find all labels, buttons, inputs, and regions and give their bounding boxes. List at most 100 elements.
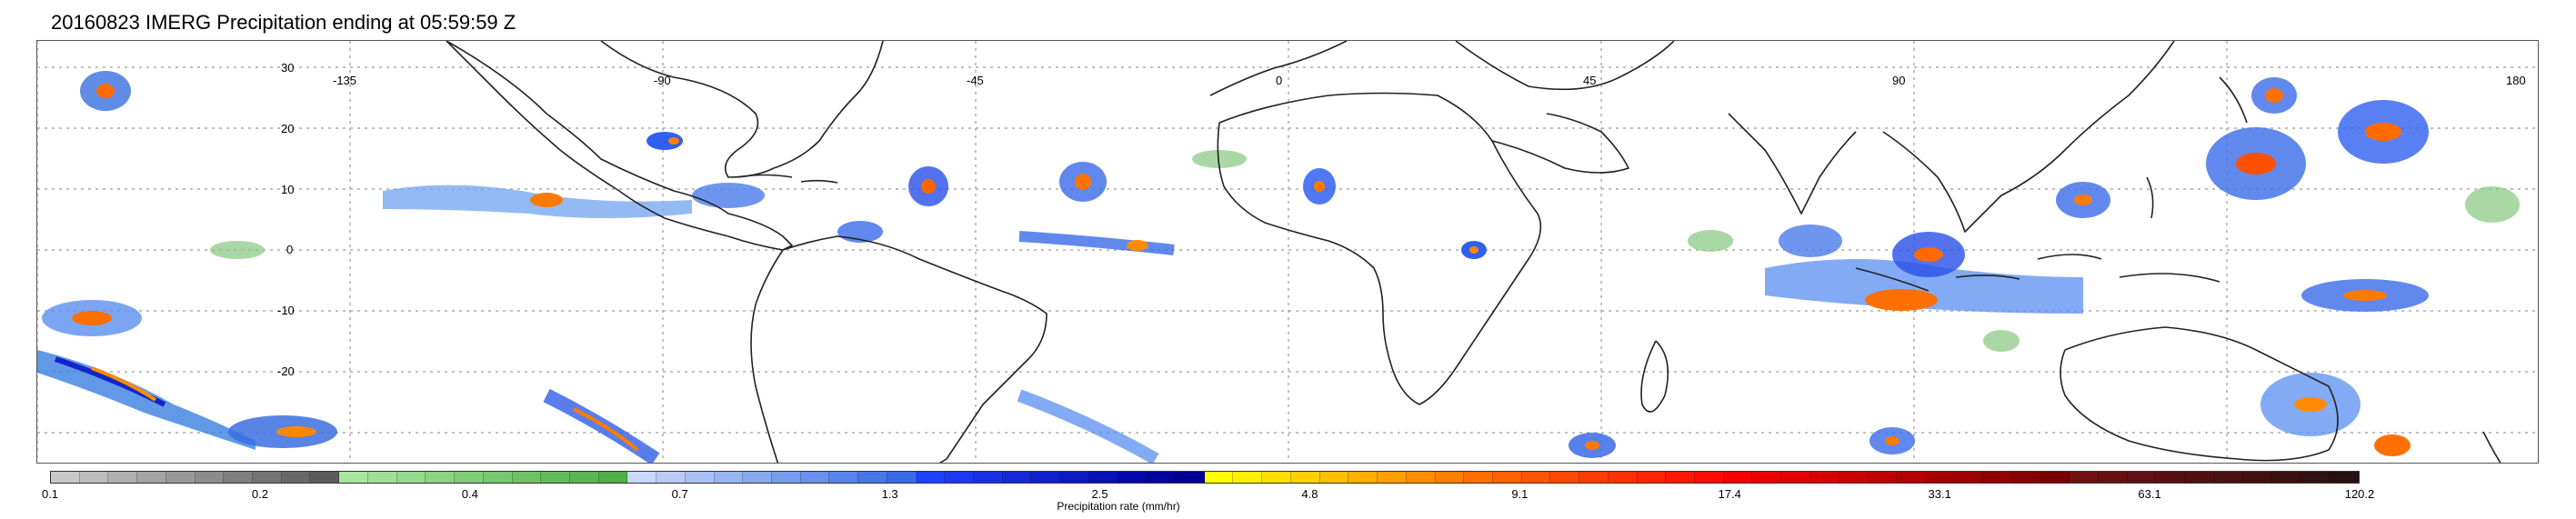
colorbar-cell [1608,472,1638,483]
colorbar-cell [1031,472,1061,483]
colorbar-tick-label: 63.1 [2138,487,2161,501]
lat-label-10: 10 [281,183,295,196]
colorbar-cell [483,472,513,483]
lon-label-minus135: -135 [333,74,357,87]
lon-label-minus90: -90 [654,74,671,87]
lon-label-90: 90 [1892,74,1906,87]
colorbar-cell [79,472,109,483]
colorbar-cell [253,472,282,483]
colorbar-cell [1868,472,1897,483]
colorbar-cell [137,472,166,483]
lon-label-0: 0 [1276,74,1283,87]
coastlines [446,41,2501,463]
colorbar-cell [858,472,887,483]
colorbar-cell [339,472,368,483]
colorbar-cell [367,472,397,483]
lat-label-minus20: -20 [277,364,295,378]
colorbar-cell [1464,472,1493,483]
colorbar-cell [1319,472,1349,483]
colorbar-cell [1406,472,1436,483]
colorbar-cell [714,472,744,483]
colorbar-cell [1752,472,1782,483]
colorbar-cell [2011,472,2041,483]
colorbar-cell [685,472,715,483]
colorbar-cell [2242,472,2272,483]
colorbar-cell [1262,472,1291,483]
colorbar-cell [916,472,946,483]
colorbar-cell [108,472,138,483]
colorbar-cell [657,472,686,483]
lat-label-30: 30 [281,61,295,75]
colorbar-cell [1176,472,1205,483]
colorbar-cell [2271,472,2301,483]
colorbar-cell [1637,472,1667,483]
colorbar-cell [598,472,628,483]
colorbar-tick-label: 17.4 [1718,487,1741,501]
colorbar-cell [2099,472,2128,483]
colorbar [50,471,2360,484]
colorbar-cell [1088,472,1118,483]
colorbar-tick-label: 0.2 [251,487,268,501]
colorbar-tick-label: 0.1 [41,487,59,501]
colorbar-tick-label: 0.4 [461,487,478,501]
colorbar-cell [2300,472,2330,483]
colorbar-cell [1839,472,1869,483]
colorbar-cell [1925,472,1955,483]
colorbar-cell [2040,472,2070,483]
colorbar-cell [1348,472,1378,483]
colorbar-cell [1002,472,1032,483]
colorbar-cell [455,472,484,483]
colorbar-cell [1694,472,1724,483]
colorbar-cell [1954,472,1984,483]
colorbar-cell [974,472,1003,483]
colorbar-cell [1147,472,1177,483]
colorbar-cell [1781,472,1810,483]
colorbar-cell [1378,472,1407,483]
colorbar-label: Precipitation rate (mm/hr) [1057,500,1180,513]
colorbar-cell [396,472,426,483]
colorbar-cell [627,472,657,483]
colorbar-tick-label: 120.2 [2344,487,2375,501]
colorbar-cell [1983,472,2012,483]
colorbar-cell [224,472,254,483]
colorbar-cell [2213,472,2243,483]
colorbar-cell [2329,472,2359,483]
colorbar-cell [2070,472,2100,483]
colorbar-cell [2156,472,2186,483]
colorbar-cell [1118,472,1148,483]
colorbar-cell [195,472,225,483]
colorbar-cell [569,472,599,483]
map-canvas [37,41,2538,463]
precipitation-map: 30 20 10 0 -10 -20 -135 -90 -45 0 45 90 … [36,40,2539,464]
colorbar-tick-label: 4.8 [1301,487,1318,501]
precipitation-field [37,71,2520,463]
colorbar-tick-label: 1.3 [881,487,898,501]
colorbar-cell [1550,472,1580,483]
lat-label-minus10: -10 [277,304,295,317]
colorbar-tick-label: 0.7 [671,487,688,501]
colorbar-cell [1492,472,1522,483]
colorbar-cell [1290,472,1320,483]
colorbar-cell [2185,472,2214,483]
colorbar-cell [1060,472,1089,483]
colorbar-cell [1435,472,1465,483]
colorbar-cell [945,472,974,483]
colorbar-cell [1521,472,1551,483]
colorbar-cell [541,472,570,483]
colorbar-cell [310,472,340,483]
colorbar-cell [1233,472,1263,483]
lon-label-45: 45 [1583,74,1597,87]
graticule [37,41,2538,463]
colorbar-cell [165,472,195,483]
lon-label-minus45: -45 [967,74,984,87]
colorbar-cell [1204,472,1234,483]
lat-label-0: 0 [286,243,294,256]
colorbar-cell [1809,472,1839,483]
colorbar-cell [771,472,801,483]
map-title: 20160823 IMERG Precipitation ending at 0… [51,11,516,34]
colorbar-cell [426,472,456,483]
colorbar-cell [512,472,542,483]
colorbar-cell [829,472,859,483]
lon-label-180: 180 [2506,74,2526,87]
colorbar-cell [743,472,772,483]
